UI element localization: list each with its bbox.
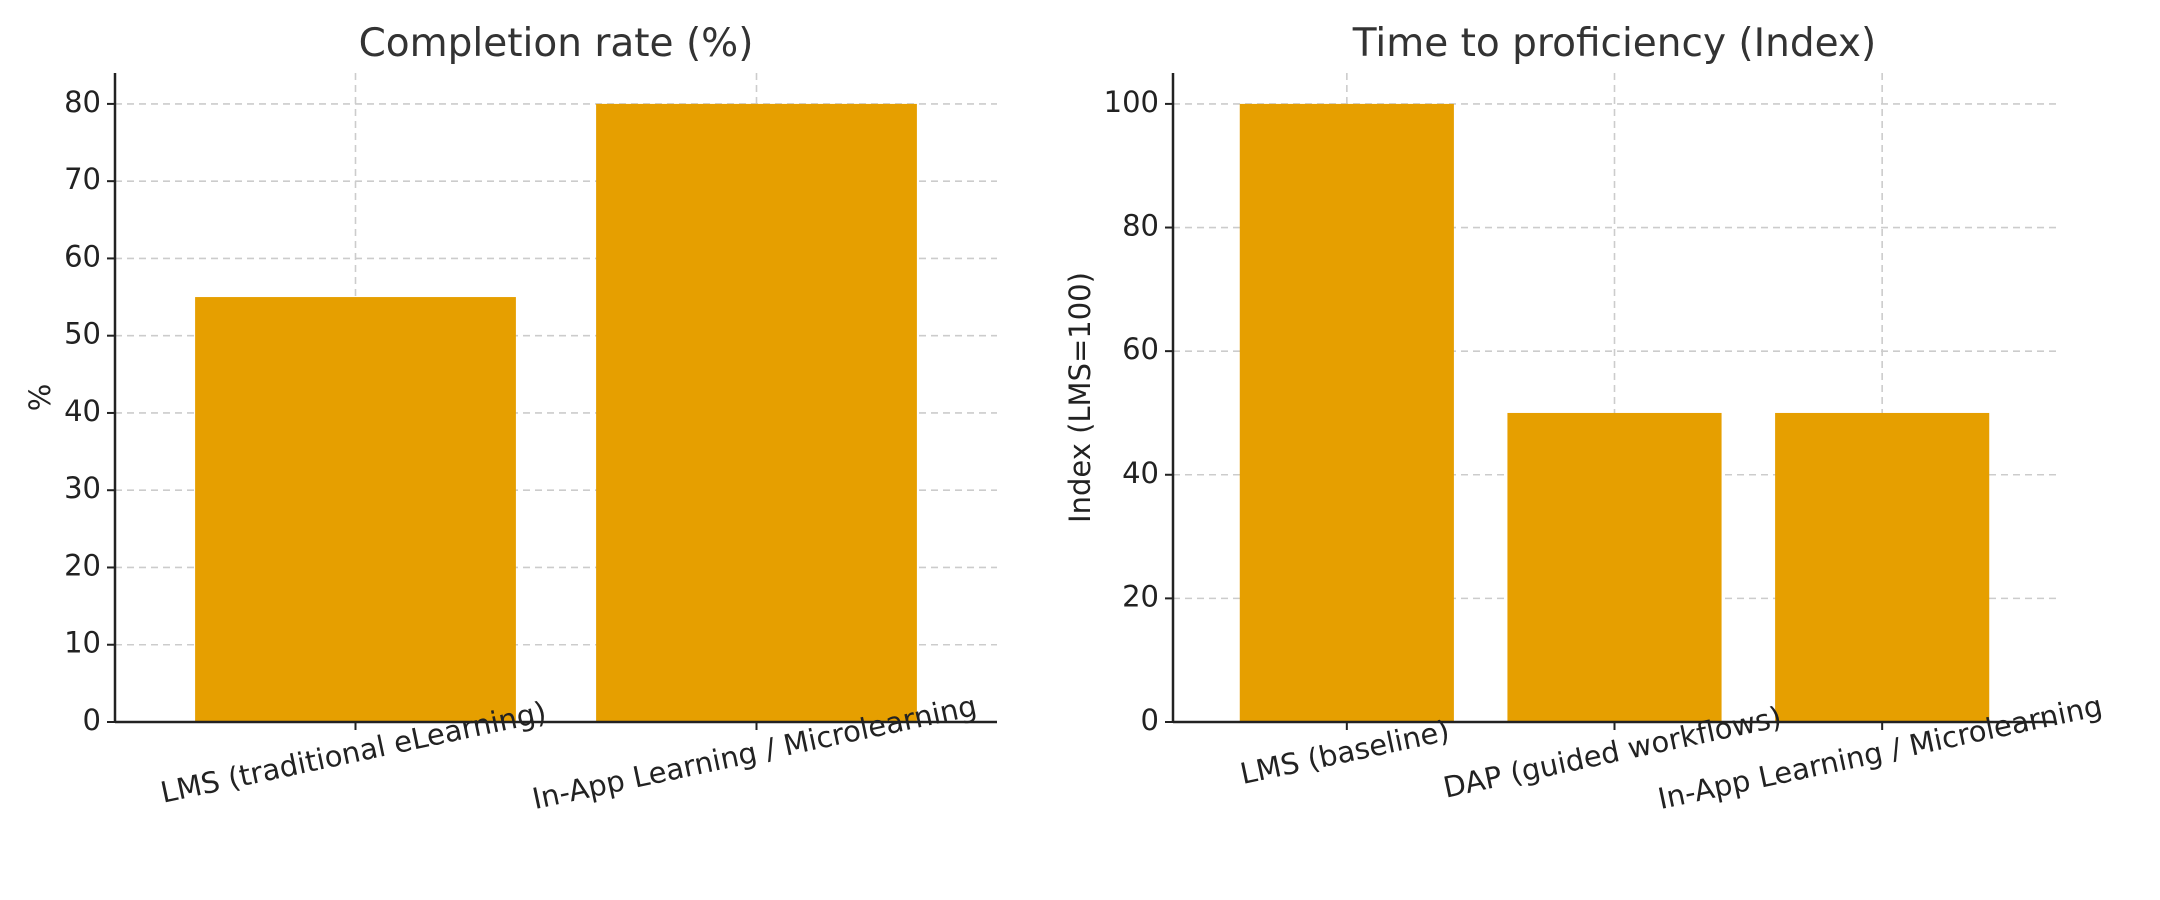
time-to-proficiency-title: Time to proficiency (Index) (1352, 21, 1876, 66)
time-to-proficiency-bar-lms-baseline (1239, 103, 1454, 722)
time-to-proficiency-y-tick-label-20: 20 (1122, 579, 1159, 613)
completion-rate-y-tick-label-10: 10 (64, 626, 101, 660)
completion-rate-y-ticks: 0 10 20 30 40 50 60 70 80 (64, 85, 115, 737)
time-to-proficiency-y-tick-label-80: 80 (1122, 209, 1159, 243)
time-to-proficiency-bar-in-app-learning-microlearning (1775, 412, 1990, 722)
completion-rate-bars (195, 103, 917, 722)
completion-rate-y-tick-label-0: 0 (83, 703, 101, 737)
completion-rate-y-tick-label-50: 50 (64, 317, 101, 351)
completion-rate-title: Completion rate (%) (359, 21, 754, 66)
completion-rate-bar-in-app-learning-microlearning (596, 103, 917, 722)
completion-rate-y-tick-label-70: 70 (64, 162, 101, 196)
time-to-proficiency-y-tick-label-60: 60 (1122, 332, 1159, 366)
time-to-proficiency-y-ticks: 0 20 40 60 80 100 (1104, 85, 1173, 737)
completion-rate-chart: Completion rate (%) % 01020304050607080 … (23, 21, 997, 816)
time-to-proficiency-y-tick-label-40: 40 (1122, 456, 1159, 490)
time-to-proficiency-bar-dap-guided-workflows (1507, 412, 1722, 722)
time-to-proficiency-y-tick-label-100: 100 (1104, 85, 1159, 119)
completion-rate-y-tick-label-20: 20 (64, 548, 101, 582)
completion-rate-y-tick-label-40: 40 (64, 394, 101, 428)
completion-rate-bar-lms-traditional-elearning (195, 297, 516, 722)
time-to-proficiency-y-axis-label: Index (LMS=100) (1063, 272, 1097, 523)
completion-rate-y-tick-label-60: 60 (64, 239, 101, 273)
time-to-proficiency-y-tick-label-0: 0 (1141, 703, 1159, 737)
completion-rate-y-axis-label: % (23, 384, 57, 412)
time-to-proficiency-bars (1239, 103, 1990, 722)
completion-rate-y-tick-label-30: 30 (64, 471, 101, 505)
completion-rate-y-tick-label-80: 80 (64, 85, 101, 119)
